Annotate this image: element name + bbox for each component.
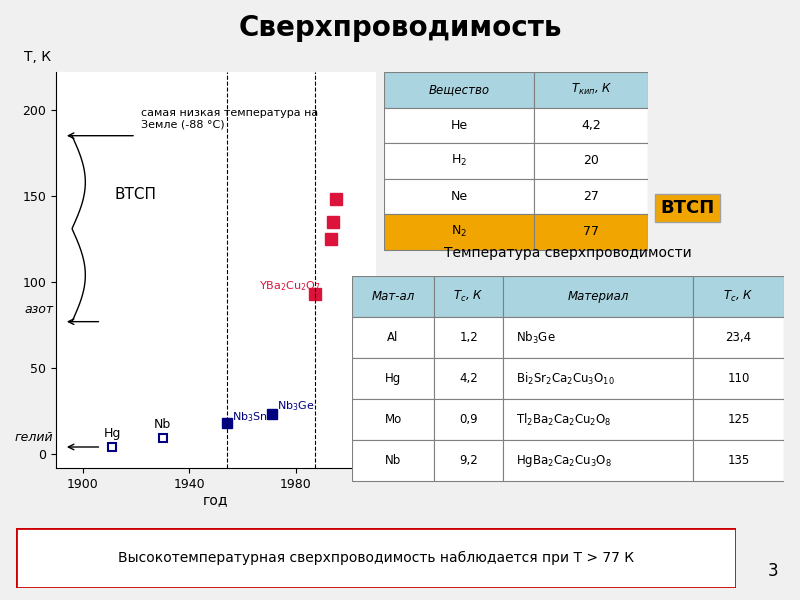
X-axis label: год: год: [203, 493, 229, 508]
Text: 135: 135: [727, 454, 750, 467]
FancyBboxPatch shape: [694, 399, 784, 440]
Text: ВТСП: ВТСП: [660, 199, 714, 217]
Text: 77: 77: [583, 226, 599, 238]
Text: H$_2$: H$_2$: [451, 153, 467, 169]
Text: Nb: Nb: [154, 418, 171, 431]
Text: Nb$_3$Sn: Nb$_3$Sn: [232, 410, 268, 424]
FancyBboxPatch shape: [384, 143, 534, 179]
FancyBboxPatch shape: [384, 107, 534, 143]
FancyBboxPatch shape: [434, 317, 503, 358]
Text: $T_c$, К: $T_c$, К: [723, 289, 754, 304]
FancyBboxPatch shape: [694, 358, 784, 399]
Text: 20: 20: [583, 154, 599, 167]
FancyBboxPatch shape: [384, 214, 534, 250]
FancyBboxPatch shape: [503, 317, 694, 358]
Text: Bi$_2$Sr$_2$Ca$_2$Cu$_3$O$_{10}$: Bi$_2$Sr$_2$Ca$_2$Cu$_3$O$_{10}$: [516, 371, 615, 387]
FancyBboxPatch shape: [503, 440, 694, 481]
Text: 27: 27: [583, 190, 599, 203]
FancyBboxPatch shape: [503, 358, 694, 399]
Text: 23,4: 23,4: [726, 331, 752, 344]
FancyBboxPatch shape: [16, 528, 736, 588]
Text: Hg: Hg: [385, 372, 401, 385]
FancyBboxPatch shape: [352, 358, 434, 399]
Text: Температура сверхпроводимости: Температура сверхпроводимости: [444, 247, 692, 260]
FancyBboxPatch shape: [694, 440, 784, 481]
Text: Высокотемпературная сверхпроводимость наблюдается при Т > 77 К: Высокотемпературная сверхпроводимость на…: [118, 551, 634, 565]
Text: He: He: [450, 119, 468, 132]
FancyBboxPatch shape: [384, 72, 534, 107]
FancyBboxPatch shape: [534, 214, 648, 250]
Text: Nb: Nb: [385, 454, 401, 467]
FancyBboxPatch shape: [434, 276, 503, 317]
Text: гелий: гелий: [14, 431, 54, 444]
FancyBboxPatch shape: [503, 399, 694, 440]
Text: Mo: Mo: [385, 413, 402, 426]
FancyBboxPatch shape: [534, 107, 648, 143]
Text: 4,2: 4,2: [459, 372, 478, 385]
Text: YBa$_2$Cu$_2$O$_7$: YBa$_2$Cu$_2$O$_7$: [258, 279, 321, 293]
FancyBboxPatch shape: [434, 440, 503, 481]
Text: ВТСП: ВТСП: [114, 187, 157, 202]
FancyBboxPatch shape: [694, 317, 784, 358]
Text: $T_c$, К: $T_c$, К: [454, 289, 484, 304]
FancyBboxPatch shape: [694, 276, 784, 317]
Text: Nb$_3$Ge: Nb$_3$Ge: [278, 399, 315, 413]
FancyBboxPatch shape: [534, 72, 648, 107]
Text: 4,2: 4,2: [582, 119, 601, 132]
Text: 125: 125: [727, 413, 750, 426]
FancyBboxPatch shape: [534, 179, 648, 214]
Text: азот: азот: [24, 304, 54, 316]
Text: $T_{кип}$, К: $T_{кип}$, К: [570, 82, 612, 97]
Text: Al: Al: [387, 331, 398, 344]
FancyBboxPatch shape: [352, 440, 434, 481]
FancyBboxPatch shape: [534, 143, 648, 179]
Text: HgBa$_2$Ca$_2$Cu$_3$O$_8$: HgBa$_2$Ca$_2$Cu$_3$O$_8$: [516, 453, 612, 469]
Text: N$_2$: N$_2$: [451, 224, 467, 239]
Text: 9,2: 9,2: [459, 454, 478, 467]
Text: 3: 3: [768, 562, 778, 580]
Text: T, К: T, К: [24, 50, 51, 64]
Text: 1,2: 1,2: [459, 331, 478, 344]
Text: Nb$_3$Ge: Nb$_3$Ge: [516, 329, 556, 346]
Text: Вещество: Вещество: [429, 83, 490, 96]
FancyBboxPatch shape: [352, 317, 434, 358]
Text: Tl$_2$Ba$_2$Ca$_2$Cu$_2$O$_8$: Tl$_2$Ba$_2$Ca$_2$Cu$_2$O$_8$: [516, 412, 612, 428]
Text: 110: 110: [727, 372, 750, 385]
FancyBboxPatch shape: [352, 276, 434, 317]
FancyBboxPatch shape: [434, 358, 503, 399]
FancyBboxPatch shape: [503, 276, 694, 317]
Text: Hg: Hg: [103, 427, 121, 440]
Text: Сверхпроводимость: Сверхпроводимость: [238, 14, 562, 43]
FancyBboxPatch shape: [434, 399, 503, 440]
Text: Материал: Материал: [567, 290, 629, 303]
FancyBboxPatch shape: [384, 179, 534, 214]
FancyBboxPatch shape: [352, 399, 434, 440]
Text: Ne: Ne: [450, 190, 468, 203]
Text: 0,9: 0,9: [459, 413, 478, 426]
Text: Мат-ал: Мат-ал: [371, 290, 414, 303]
Text: самая низкая температура на
Земле (-88 °С): самая низкая температура на Земле (-88 °…: [142, 107, 318, 129]
